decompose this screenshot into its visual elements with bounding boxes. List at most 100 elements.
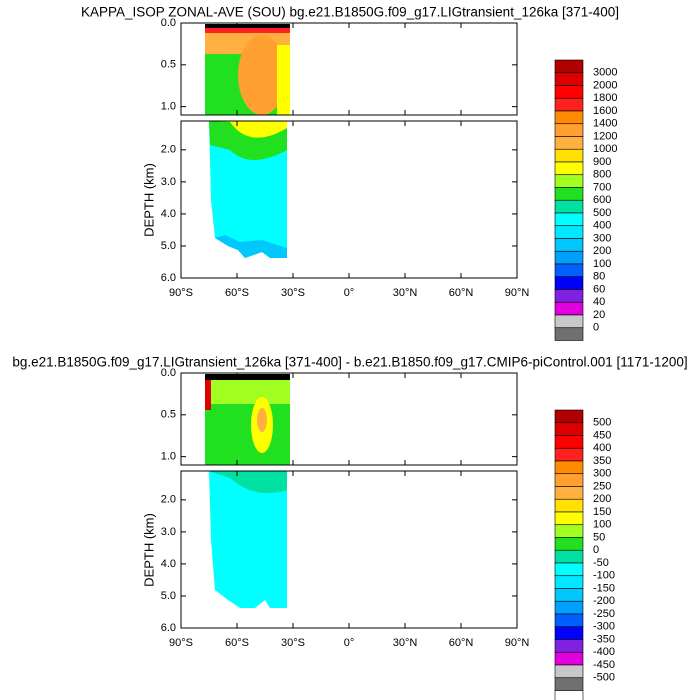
chart-title: KAPPA_ISOP ZONAL-AVE (SOU) bg.e21.B1850G… bbox=[81, 5, 619, 20]
color-box bbox=[554, 327, 584, 341]
colorbar-label: 1000 bbox=[593, 143, 617, 155]
color-box bbox=[554, 97, 584, 112]
colorbar-label: -300 bbox=[593, 621, 615, 633]
color-box bbox=[554, 301, 584, 316]
colorbar-label: -400 bbox=[593, 646, 615, 658]
color-box bbox=[554, 460, 584, 475]
color-box bbox=[554, 447, 584, 462]
color-box bbox=[554, 486, 584, 500]
colorbar-label: 1400 bbox=[593, 118, 617, 130]
color-box bbox=[554, 174, 584, 188]
x-tick-label: 30°N bbox=[393, 637, 418, 649]
color-box bbox=[554, 473, 584, 487]
chart-title: bg.e21.B1850G.f09_g17.LIGtransient_126ka… bbox=[12, 355, 687, 370]
x-tick-label: 90°S bbox=[169, 287, 193, 299]
colorbar-label: 1600 bbox=[593, 105, 617, 117]
color-box bbox=[554, 651, 584, 666]
color-box bbox=[554, 626, 584, 640]
color-box bbox=[554, 72, 584, 86]
colorbar-label: -450 bbox=[593, 659, 615, 671]
color-box bbox=[554, 664, 584, 679]
x-tick-label: 60°S bbox=[225, 287, 249, 299]
colorbar-label: 1200 bbox=[593, 130, 617, 142]
colorbar-label: 100 bbox=[593, 258, 611, 270]
y-tick-label: 1.0 bbox=[161, 451, 176, 463]
colorbar-label: 300 bbox=[593, 468, 611, 480]
colorbar-label: 150 bbox=[593, 506, 611, 518]
y-axis-label: DEPTH (km) bbox=[141, 163, 156, 237]
colorbar-label: 500 bbox=[593, 417, 611, 429]
colorbar-label: 450 bbox=[593, 429, 611, 441]
colorbar-label: -350 bbox=[593, 633, 615, 645]
y-tick-label: 0.0 bbox=[161, 367, 176, 379]
contour-field bbox=[205, 374, 290, 608]
y-tick-label: 5.0 bbox=[161, 590, 176, 602]
color-box bbox=[554, 289, 584, 303]
color-box bbox=[554, 225, 584, 239]
x-tick-label: 90°N bbox=[505, 637, 530, 649]
colorbar-label: 60 bbox=[593, 283, 605, 295]
colorbar-label: 700 bbox=[593, 181, 611, 193]
color-box bbox=[554, 511, 584, 526]
colorbar-label: 250 bbox=[593, 480, 611, 492]
color-box bbox=[554, 537, 584, 551]
y-tick-label: 0.5 bbox=[161, 409, 176, 421]
y-tick-label: 2.0 bbox=[161, 144, 176, 156]
colorbar-label: 0 bbox=[593, 322, 599, 334]
colorbar-label: 20 bbox=[593, 309, 605, 321]
y-tick-label: 1.0 bbox=[161, 101, 176, 113]
color-box bbox=[554, 187, 584, 201]
colorbar-label: -250 bbox=[593, 608, 615, 620]
color-box bbox=[554, 250, 584, 265]
x-tick-label: 60°S bbox=[225, 637, 249, 649]
color-box bbox=[554, 238, 584, 252]
color-box bbox=[554, 549, 584, 564]
color-box bbox=[554, 677, 584, 691]
color-box bbox=[554, 161, 584, 176]
color-box bbox=[554, 409, 584, 424]
color-box bbox=[554, 212, 584, 227]
x-tick-label: 90°N bbox=[505, 287, 530, 299]
contour-field bbox=[205, 24, 290, 258]
colorbar-label: 3000 bbox=[593, 67, 617, 79]
y-tick-label: 2.0 bbox=[161, 494, 176, 506]
colorbar-label: 400 bbox=[593, 220, 611, 232]
y-tick-label: 5.0 bbox=[161, 240, 176, 252]
color-box bbox=[554, 690, 584, 700]
colorbar-label: -150 bbox=[593, 582, 615, 594]
colorbar-label: 500 bbox=[593, 207, 611, 219]
colorbar-label: -200 bbox=[593, 595, 615, 607]
colorbar-label: 2000 bbox=[593, 79, 617, 91]
colorbar-label: 100 bbox=[593, 519, 611, 531]
colorbar-label: 800 bbox=[593, 169, 611, 181]
color-box bbox=[554, 600, 584, 615]
colorbar-label: -100 bbox=[593, 570, 615, 582]
colorbar-label: 40 bbox=[593, 296, 605, 308]
y-tick-label: 4.0 bbox=[161, 208, 176, 220]
x-tick-label: 30°S bbox=[281, 287, 305, 299]
y-tick-label: 0.5 bbox=[161, 59, 176, 71]
colorbar-label: 1800 bbox=[593, 92, 617, 104]
color-box bbox=[554, 314, 584, 329]
colorbar-label: 200 bbox=[593, 493, 611, 505]
color-box bbox=[554, 639, 584, 653]
colorbar-label: 0 bbox=[593, 544, 599, 556]
color-box bbox=[554, 435, 584, 449]
y-tick-label: 0.0 bbox=[161, 17, 176, 29]
color-box bbox=[554, 59, 584, 74]
x-tick-label: 60°N bbox=[449, 637, 474, 649]
colorbar-label: -500 bbox=[593, 672, 615, 684]
color-box bbox=[554, 136, 584, 150]
color-box bbox=[554, 199, 584, 214]
color-box bbox=[554, 276, 584, 290]
y-tick-label: 3.0 bbox=[161, 176, 176, 188]
y-tick-label: 4.0 bbox=[161, 558, 176, 570]
x-tick-label: 30°S bbox=[281, 637, 305, 649]
colorbar-label: 200 bbox=[593, 245, 611, 257]
colorbar-label: 300 bbox=[593, 232, 611, 244]
color-box bbox=[554, 524, 584, 538]
y-tick-label: 6.0 bbox=[161, 272, 176, 284]
x-tick-label: 0° bbox=[344, 637, 355, 649]
colorbar-label: 350 bbox=[593, 455, 611, 467]
